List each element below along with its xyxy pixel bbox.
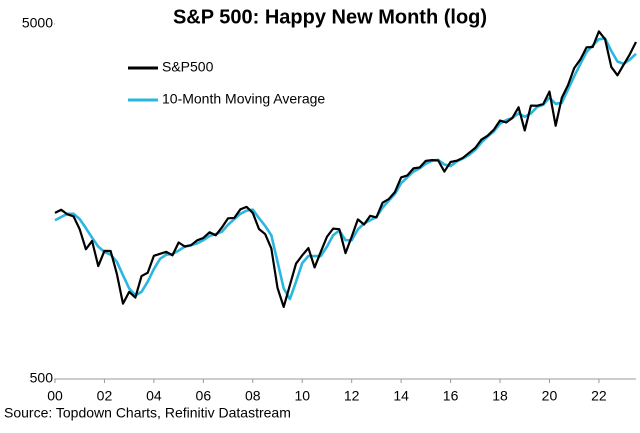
x-tick-label: 16 — [443, 388, 459, 404]
x-tick-label: 12 — [344, 388, 360, 404]
x-tick-label: 14 — [393, 388, 409, 404]
series-line — [54, 37, 637, 301]
y-tick-label: 500 — [30, 370, 54, 386]
x-tick-label: 04 — [146, 388, 162, 404]
x-tick-label: 22 — [591, 388, 607, 404]
x-tick-label: 08 — [245, 388, 261, 404]
y-tick-label: 5000 — [22, 15, 53, 31]
x-tick-label: 06 — [196, 388, 212, 404]
legend-label: S&P500 — [162, 59, 214, 75]
x-tick-label: 10 — [294, 388, 310, 404]
series-line — [54, 30, 637, 309]
x-tick-label: 20 — [542, 388, 558, 404]
legend-label: 10-Month Moving Average — [162, 91, 325, 107]
x-tick-label: 18 — [492, 388, 508, 404]
source-note: Source: Topdown Charts, Refinitiv Datast… — [4, 405, 291, 421]
chart-title: S&P 500: Happy New Month (log) — [173, 6, 487, 28]
x-tick-label: 02 — [97, 388, 113, 404]
x-tick-label: 00 — [47, 388, 63, 404]
